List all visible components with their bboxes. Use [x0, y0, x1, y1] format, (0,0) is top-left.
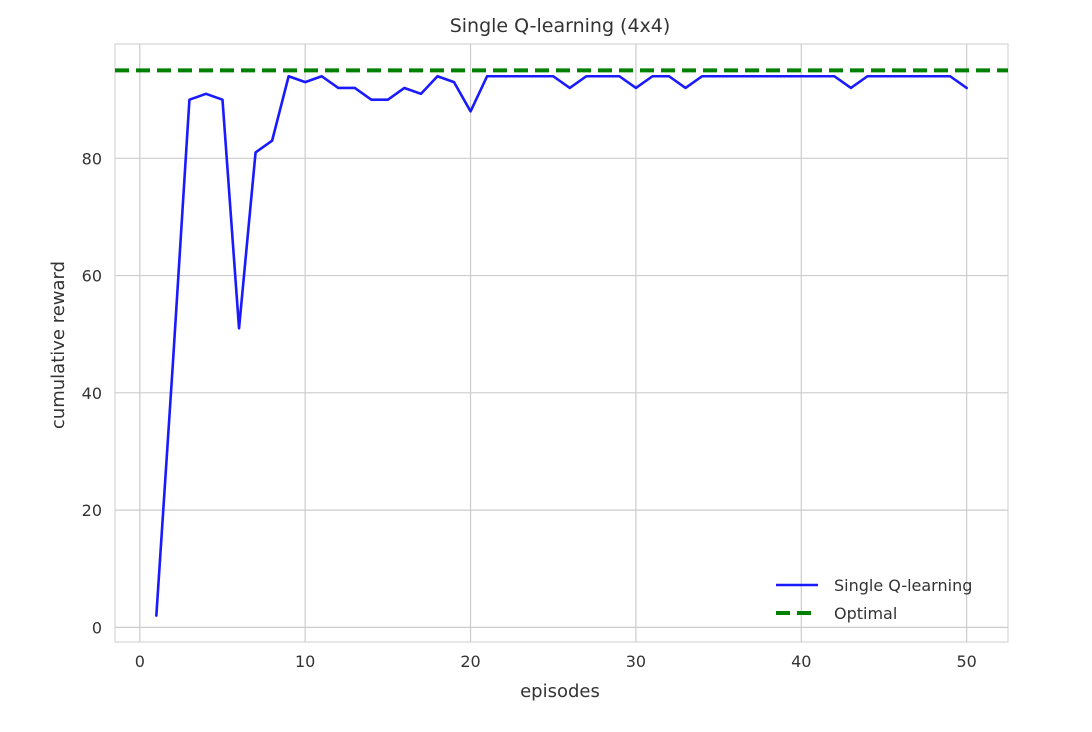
x-tick-label: 0 [135, 652, 145, 671]
y-tick-label: 20 [82, 501, 102, 520]
y-axis-label: cumulative reward [48, 261, 69, 429]
legend: Single Q-learning Optimal [776, 576, 972, 623]
series-lines [115, 68, 1008, 617]
x-axis-label: episodes [520, 681, 600, 702]
series-line-0 [155, 74, 968, 617]
y-tick-label: 0 [92, 618, 102, 637]
legend-label-optimal: Optimal [834, 604, 897, 623]
grid-lines [115, 44, 1008, 642]
y-tick-label: 60 [82, 267, 102, 286]
x-tick-label: 20 [460, 652, 480, 671]
x-tick-label: 50 [956, 652, 976, 671]
x-tick-label: 40 [791, 652, 811, 671]
tick-labels: 0 10 20 30 40 50 0 20 40 60 80 [82, 149, 977, 671]
chart-title: Single Q-learning (4x4) [450, 15, 671, 37]
plot-area [114, 43, 1009, 643]
x-tick-label: 30 [626, 652, 646, 671]
legend-label-single-q-learning: Single Q-learning [834, 576, 972, 595]
x-tick-label: 10 [295, 652, 315, 671]
y-tick-label: 80 [82, 149, 102, 168]
y-tick-label: 40 [82, 384, 102, 403]
